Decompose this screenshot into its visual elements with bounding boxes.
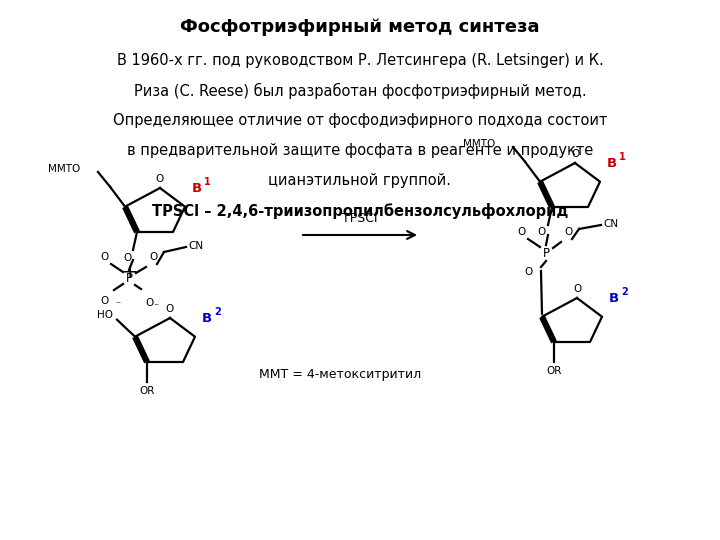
Text: 2: 2 [214, 307, 221, 316]
Text: O: O [101, 296, 109, 306]
Text: O: O [149, 252, 157, 262]
Text: Риза (С. Reese) был разработан фосфотриэфирный метод.: Риза (С. Reese) был разработан фосфотриэ… [134, 83, 586, 99]
Text: TPSCl – 2,4,6-триизопропилбензолсульфохлорид: TPSCl – 2,4,6-триизопропилбензолсульфохл… [152, 203, 568, 219]
Text: Определяющее отличие от фосфодиэфирного подхода состоит: Определяющее отличие от фосфодиэфирного … [113, 113, 607, 128]
Text: O: O [101, 252, 109, 262]
Text: 2: 2 [621, 287, 628, 296]
Text: B: B [609, 292, 619, 305]
Text: O: O [156, 174, 164, 184]
Text: B: B [192, 181, 202, 195]
Text: 1: 1 [204, 177, 211, 187]
Text: O: O [537, 227, 545, 237]
Text: CN: CN [603, 219, 618, 229]
Text: O: O [518, 227, 526, 237]
Text: +: + [122, 262, 138, 281]
Text: В 1960-х гг. под руководством Р. Летсингера (R. Letsinger) и К.: В 1960-х гг. под руководством Р. Летсинг… [117, 53, 603, 68]
Text: HO: HO [97, 310, 113, 320]
Text: в предварительной защите фосфата в реагенте и продукте: в предварительной защите фосфата в реаге… [127, 143, 593, 158]
Text: OR: OR [546, 366, 562, 376]
Text: цианэтильной группой.: цианэтильной группой. [269, 173, 451, 188]
Text: MMTO: MMTO [463, 139, 495, 149]
Text: OR: OR [139, 386, 155, 396]
Text: P: P [125, 272, 132, 285]
Text: B: B [202, 312, 212, 325]
Text: CN: CN [188, 241, 203, 251]
Text: O: O [166, 304, 174, 314]
Text: O: O [525, 267, 533, 277]
Text: O: O [571, 149, 579, 159]
Text: 1: 1 [619, 152, 626, 161]
Text: O: O [564, 227, 572, 237]
Text: MMT = 4-метокситритил: MMT = 4-метокситритил [259, 368, 421, 381]
Text: P: P [542, 246, 549, 260]
Text: TPSCl: TPSCl [342, 212, 378, 225]
Text: ⁻: ⁻ [153, 302, 158, 312]
Text: O: O [145, 298, 153, 308]
Text: ⁻: ⁻ [115, 300, 120, 310]
Text: B: B [607, 157, 617, 170]
Text: O: O [573, 284, 581, 294]
Text: Фосфотриэфирный метод синтеза: Фосфотриэфирный метод синтеза [180, 18, 540, 36]
Text: O: O [123, 253, 131, 263]
Text: MMTO: MMTO [48, 164, 80, 174]
